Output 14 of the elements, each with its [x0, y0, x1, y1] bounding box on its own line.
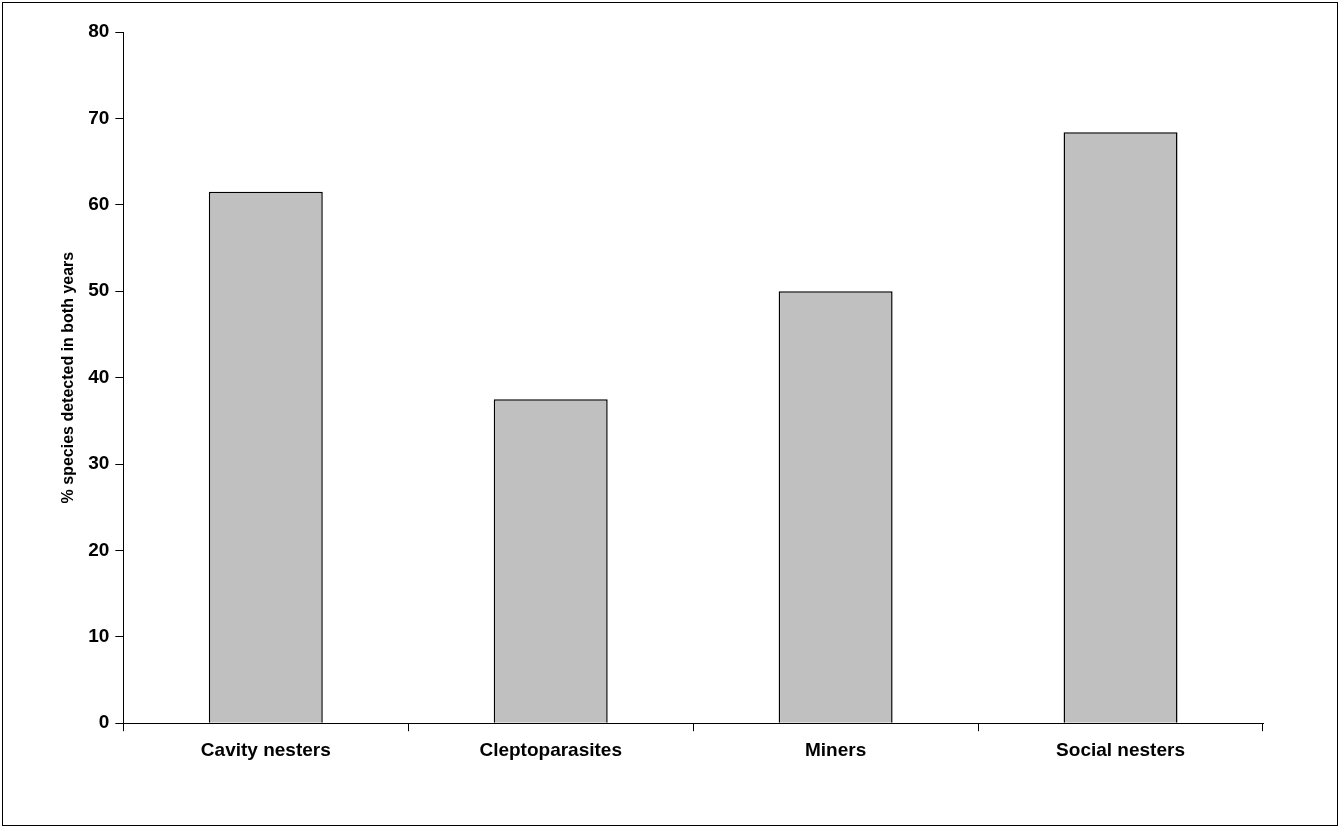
- x-tick-label: Cavity nesters: [200, 738, 331, 760]
- y-axis-title: % species detected in both years: [59, 251, 77, 504]
- y-tick-label: 60: [88, 193, 110, 215]
- y-tick-label: 70: [88, 106, 110, 128]
- y-tick-label: 30: [88, 452, 110, 474]
- y-tick-label: 80: [88, 20, 110, 42]
- y-tick-label: 0: [98, 711, 110, 733]
- y-tick-label: 50: [88, 279, 110, 301]
- y-tick-label: 20: [88, 538, 110, 560]
- y-tick-label: 10: [88, 625, 110, 647]
- x-tick-label: Cleptoparasites: [479, 738, 622, 760]
- y-tick-label: 40: [88, 365, 110, 387]
- x-tick-label: Miners: [805, 738, 867, 760]
- x-tick-label: Social nesters: [1056, 738, 1185, 760]
